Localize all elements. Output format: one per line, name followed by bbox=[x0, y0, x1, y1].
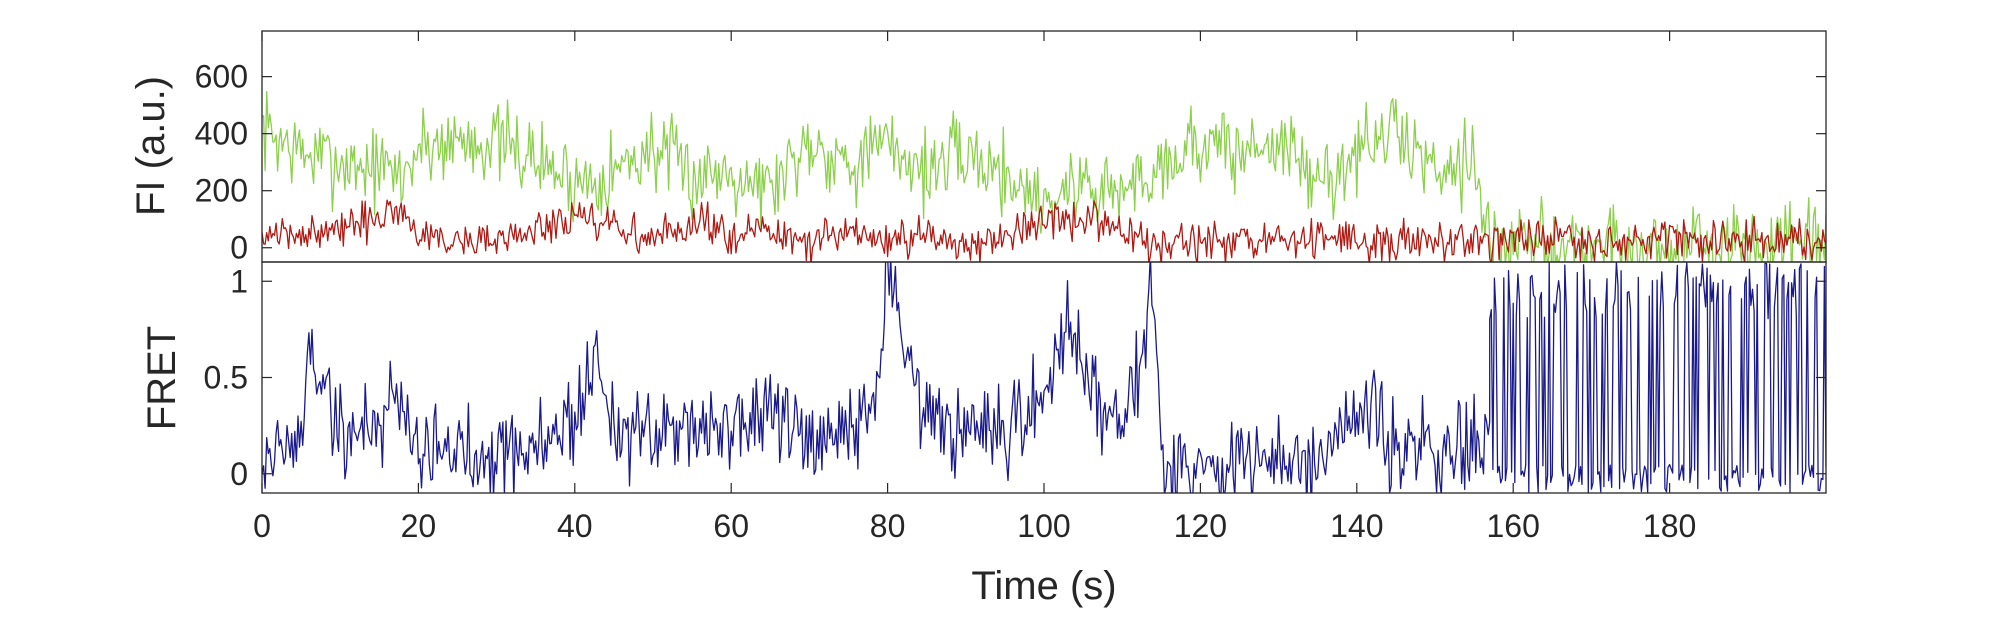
fret-panel: 00.51 0 20 40 60 80 100 120 140 160 180 FRET Time… bbox=[140, 31, 1827, 608]
y-tick-label: 400 bbox=[195, 116, 248, 152]
x-tick-label: 100 bbox=[1017, 508, 1070, 544]
x-tick-label: 60 bbox=[713, 508, 749, 544]
series-line-1-0 bbox=[262, 262, 1826, 493]
x-tick-label: 140 bbox=[1330, 508, 1383, 544]
x-tick-label: 120 bbox=[1174, 508, 1227, 544]
x-tick-label: 20 bbox=[401, 508, 437, 544]
fret-series-group bbox=[262, 262, 1826, 493]
fret-y-ticks: 00.51 bbox=[204, 263, 1826, 492]
series-line-0-0 bbox=[262, 90, 1826, 262]
y-tick-label: 0 bbox=[230, 230, 248, 266]
y-tick-label: 1 bbox=[230, 263, 248, 299]
series-line-0-1 bbox=[262, 199, 1826, 262]
time-x-ticks: 0 20 40 60 80 100 120 140 160 180 bbox=[253, 31, 1696, 544]
x-tick-label: 160 bbox=[1487, 508, 1540, 544]
fret-y-axis-title: FRET bbox=[140, 326, 184, 430]
y-tick-label: 200 bbox=[195, 173, 248, 209]
x-tick-label: 180 bbox=[1643, 508, 1696, 544]
fluorescence-y-ticks: 0 200 400 600 bbox=[195, 59, 1826, 266]
fluorescence-panel: 0 200 400 600 FI (a.u.) bbox=[129, 30, 1827, 266]
x-tick-label: 0 bbox=[253, 508, 271, 544]
x-tick-label: 40 bbox=[557, 508, 593, 544]
y-tick-label: 600 bbox=[195, 59, 248, 95]
x-tick-label: 80 bbox=[870, 508, 906, 544]
y-tick-label: 0.5 bbox=[204, 360, 248, 396]
time-x-axis-title: Time (s) bbox=[971, 564, 1116, 608]
y-tick-label: 0 bbox=[230, 456, 248, 492]
fluorescence-y-axis-title: FI (a.u.) bbox=[129, 76, 173, 216]
fluorescence-series-group bbox=[262, 90, 1826, 262]
